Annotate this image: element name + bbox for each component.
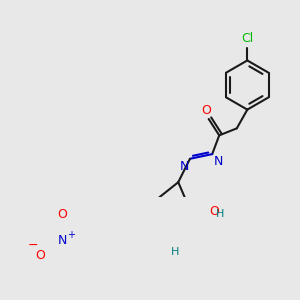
Text: H: H (171, 247, 179, 256)
Text: O: O (35, 249, 45, 262)
Text: O: O (58, 208, 68, 221)
Text: +: + (67, 230, 75, 240)
Text: Cl: Cl (241, 32, 254, 45)
Text: N: N (213, 155, 223, 168)
Text: N: N (179, 160, 189, 173)
Text: N: N (58, 234, 67, 247)
Text: H: H (216, 209, 224, 219)
Text: −: − (28, 239, 38, 252)
Text: O: O (201, 103, 211, 117)
Text: O: O (209, 205, 219, 218)
